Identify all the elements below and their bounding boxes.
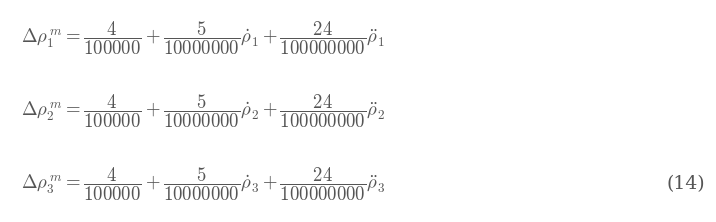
Text: $\Delta\rho_1^{\,m} = \dfrac{4}{100000} + \dfrac{5}{10000000}\dot{\rho}_1 + \dfr: $\Delta\rho_1^{\,m} = \dfrac{4}{100000} … — [21, 19, 385, 57]
Text: $\Delta\rho_3^{\,m} = \dfrac{4}{100000} + \dfrac{5}{10000000}\dot{\rho}_3 + \dfr: $\Delta\rho_3^{\,m} = \dfrac{4}{100000} … — [21, 165, 386, 203]
Text: (14): (14) — [667, 175, 705, 193]
Text: $\Delta\rho_2^{\,m} = \dfrac{4}{100000} + \dfrac{5}{10000000}\dot{\rho}_2 + \dfr: $\Delta\rho_2^{\,m} = \dfrac{4}{100000} … — [21, 92, 386, 130]
